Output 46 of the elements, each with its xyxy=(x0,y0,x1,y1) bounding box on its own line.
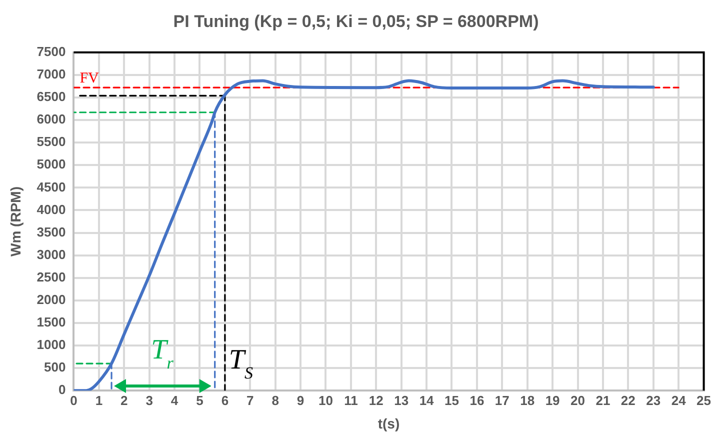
y-tick-label: 2000 xyxy=(36,292,66,307)
x-tick-label: 5 xyxy=(196,392,204,408)
x-tick-label: 13 xyxy=(394,392,409,408)
y-tick-label: 4000 xyxy=(36,202,66,217)
y-tick-label: 500 xyxy=(44,360,66,375)
x-tick-label: 20 xyxy=(570,392,585,408)
y-tick-label: 5500 xyxy=(36,134,66,150)
y-axis-title: Wm (RPM) xyxy=(7,186,24,256)
x-tick-label: 23 xyxy=(646,392,661,408)
x-tick-label: 24 xyxy=(671,392,687,408)
y-tick-label: 5000 xyxy=(36,156,66,172)
x-tick-label: 12 xyxy=(368,392,384,408)
y-tick-label: 4500 xyxy=(36,179,66,194)
y-tick-label: 7500 xyxy=(36,44,66,59)
x-tick-label: 9 xyxy=(296,392,304,408)
x-tick-label: 14 xyxy=(419,392,435,408)
x-tick-label: 19 xyxy=(545,392,560,408)
x-tick-label: 2 xyxy=(120,392,128,408)
series-label: FV xyxy=(80,70,100,87)
x-tick-label: 7 xyxy=(246,392,254,408)
x-tick-label: 8 xyxy=(272,392,279,408)
x-tick-label: 21 xyxy=(596,392,610,408)
x-tick-label: 11 xyxy=(344,392,358,408)
x-tick-label: 15 xyxy=(444,392,459,408)
x-tick-label: 18 xyxy=(520,392,535,408)
x-tick-label: 10 xyxy=(318,392,333,408)
y-tick-label: 2500 xyxy=(36,269,66,284)
x-axis-title: t(s) xyxy=(378,415,400,432)
y-tick-label: 3000 xyxy=(36,246,66,262)
x-tick-label: 4 xyxy=(170,392,179,408)
y-tick-label: 1500 xyxy=(36,314,66,330)
x-tick-label: 3 xyxy=(146,392,153,408)
x-tick-label: 6 xyxy=(221,392,229,408)
x-tick-label: 22 xyxy=(620,392,636,408)
x-tick-label: 0 xyxy=(70,392,78,408)
x-tick-label: 16 xyxy=(470,392,484,408)
y-tick-label: 7000 xyxy=(36,66,66,82)
x-tick-label: 25 xyxy=(696,392,712,408)
y-tick-label: 0 xyxy=(58,382,66,398)
x-tick-label: 17 xyxy=(494,392,510,408)
y-tick-label: 1000 xyxy=(36,337,66,352)
x-tick-label: 1 xyxy=(95,392,103,408)
y-tick-label: 6000 xyxy=(36,112,66,127)
chart-title: PI Tuning (Kp = 0,5; Ki = 0,05; SP = 6800RPM) xyxy=(173,12,539,31)
y-tick-label: 6500 xyxy=(36,89,66,104)
y-tick-label: 3500 xyxy=(36,224,66,240)
